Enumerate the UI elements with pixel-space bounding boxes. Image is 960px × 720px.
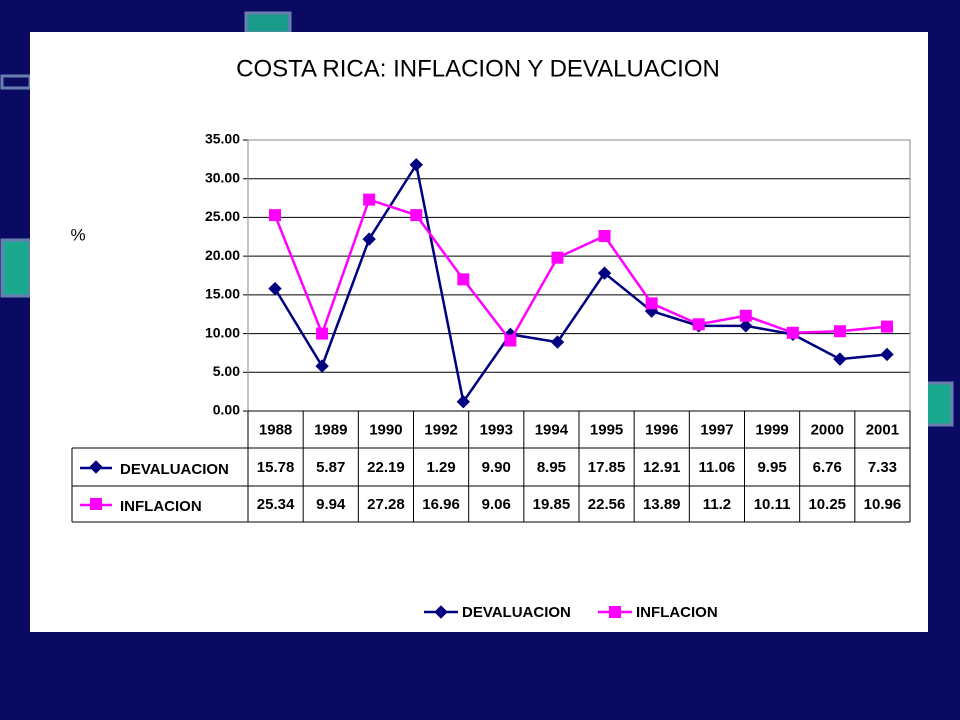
legend-box xyxy=(418,598,736,628)
legend-marker xyxy=(609,606,621,618)
x-tick-label: 1995 xyxy=(590,421,623,438)
point xyxy=(269,209,281,222)
table-cell: 22.19 xyxy=(367,459,405,476)
chart-title: COSTA RICA: INFLACION Y DEVALUACION xyxy=(236,55,720,82)
table-cell: 5.87 xyxy=(316,459,345,476)
table-cell: 9.90 xyxy=(482,459,511,476)
point xyxy=(739,309,752,322)
table-cell: 9.95 xyxy=(757,459,786,476)
table-cell: 22.56 xyxy=(588,496,626,513)
decoration xyxy=(0,238,32,298)
point xyxy=(833,325,846,338)
y-axis-label: % xyxy=(70,225,85,244)
table-row-label: INFLACION xyxy=(120,498,202,515)
table-cell: 1.29 xyxy=(426,459,455,476)
legend-label: DEVALUACION xyxy=(462,604,571,621)
table-cell: 11.06 xyxy=(699,459,736,476)
decoration xyxy=(924,381,954,427)
decoration xyxy=(0,74,32,90)
point xyxy=(315,359,329,373)
table-cell: 6.76 xyxy=(813,459,842,476)
series-line xyxy=(273,198,888,343)
x-tick-label: 1994 xyxy=(535,421,569,438)
table-cell: 7.33 xyxy=(868,459,897,476)
legend-label: INFLACION xyxy=(636,604,718,621)
point xyxy=(597,266,612,280)
table-cell: 19.85 xyxy=(533,496,571,513)
y-tick-label: 25.00 xyxy=(205,208,240,224)
table-cell: 13.89 xyxy=(643,496,681,513)
point xyxy=(550,335,565,349)
x-tick-label: 1992 xyxy=(424,421,457,438)
point xyxy=(457,273,470,286)
table-cell: 10.25 xyxy=(808,496,846,513)
point xyxy=(504,334,517,347)
y-tick-label: 15.00 xyxy=(205,286,240,302)
table-cell: 8.95 xyxy=(537,459,566,476)
table-cell: 9.94 xyxy=(316,496,346,513)
legend-marker xyxy=(89,460,103,474)
y-tick-label: 20.00 xyxy=(205,247,240,263)
legend-marker xyxy=(434,605,448,619)
y-tick-label: 35.00 xyxy=(205,131,240,147)
table-cell: 9.06 xyxy=(482,496,511,513)
point xyxy=(881,320,893,333)
table-cell: 10.11 xyxy=(754,496,791,513)
series-line xyxy=(273,161,888,405)
x-tick-label: 2001 xyxy=(866,421,899,438)
point xyxy=(598,230,611,243)
point xyxy=(880,347,894,362)
point xyxy=(409,158,423,172)
point xyxy=(363,193,376,206)
point xyxy=(692,318,705,331)
x-tick-label: 1990 xyxy=(369,421,402,438)
point xyxy=(410,209,423,222)
point xyxy=(316,327,329,340)
table-cell: 16.96 xyxy=(422,496,460,513)
table-cell: 27.28 xyxy=(367,496,405,513)
y-tick-label: 10.00 xyxy=(205,324,240,340)
table-cell: 10.96 xyxy=(864,496,902,513)
y-tick-label: 30.00 xyxy=(205,169,240,185)
x-tick-label: 1997 xyxy=(700,421,733,438)
table-cell: 25.34 xyxy=(257,496,295,513)
point xyxy=(362,232,376,246)
x-tick-label: 1988 xyxy=(259,421,292,438)
point xyxy=(268,281,282,296)
point xyxy=(456,395,471,409)
x-tick-label: 1993 xyxy=(480,421,513,438)
x-tick-label: 2000 xyxy=(811,421,844,438)
point xyxy=(786,326,799,339)
x-tick-label: 1996 xyxy=(645,421,678,438)
y-tick-label: 5.00 xyxy=(213,363,240,379)
decoration xyxy=(244,11,292,35)
table-row-label: DEVALUACION xyxy=(120,461,229,478)
table-cell: 15.78 xyxy=(257,459,295,476)
table-cell: 17.85 xyxy=(588,459,626,476)
legend-marker xyxy=(90,498,102,510)
x-tick-label: 1999 xyxy=(755,421,788,438)
point xyxy=(551,251,564,264)
table-cell: 12.91 xyxy=(643,459,681,476)
y-tick-label: 0.00 xyxy=(213,402,240,418)
point xyxy=(833,352,847,366)
point xyxy=(739,319,753,333)
x-tick-label: 1989 xyxy=(314,421,347,438)
point xyxy=(645,297,658,310)
table-cell: 11.2 xyxy=(703,496,731,513)
